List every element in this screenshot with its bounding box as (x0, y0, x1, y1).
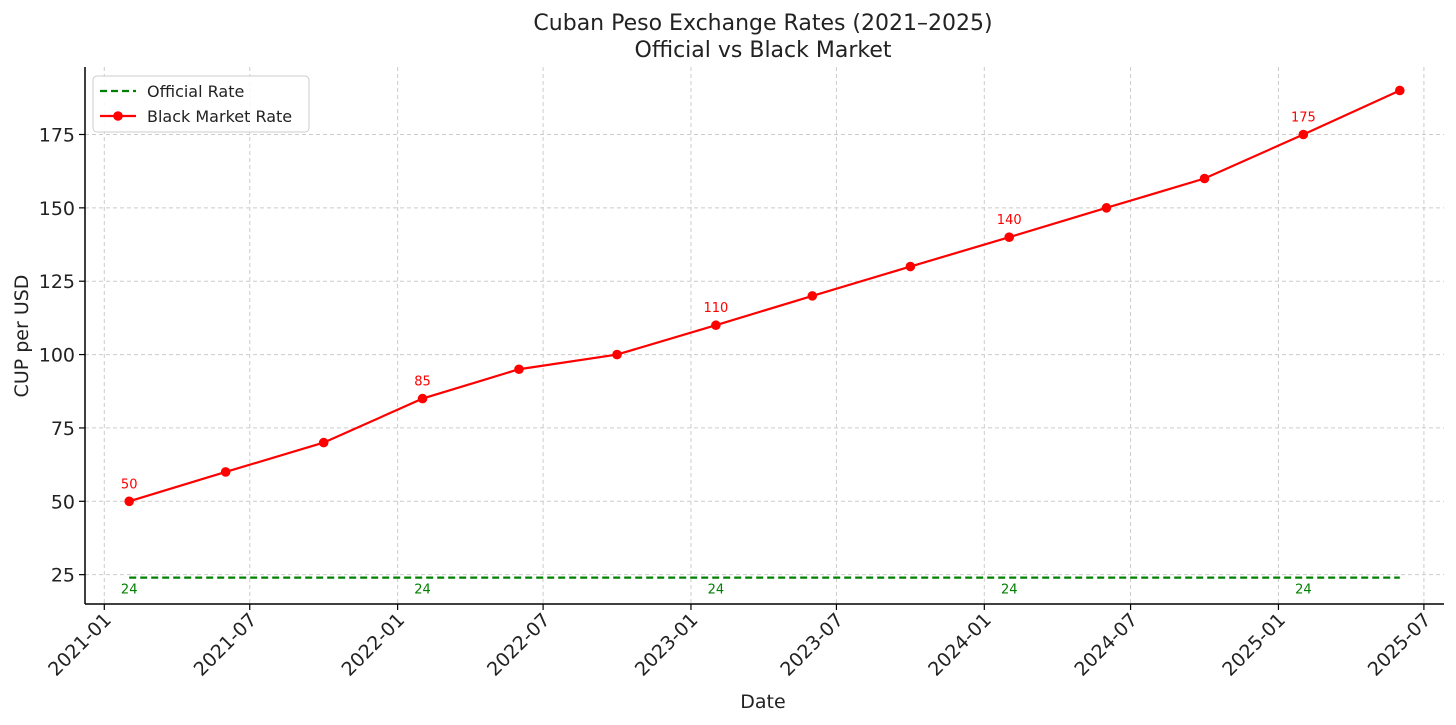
official-rate-data-label: 24 (414, 583, 431, 598)
x-tick-label: 2022-01 (337, 609, 409, 681)
x-tick-label: 2021-07 (190, 609, 262, 681)
grid-lines (85, 67, 1444, 604)
black-market-point (1101, 203, 1112, 213)
black-market-point (318, 437, 329, 448)
black-market-data-label: 175 (1291, 110, 1316, 125)
official-rate-data-label: 24 (708, 583, 725, 598)
black-market-data-label: 140 (997, 213, 1022, 228)
y-tick-label: 175 (39, 124, 75, 146)
black-market-point (417, 393, 428, 404)
x-tick-label: 2024-07 (1070, 609, 1142, 681)
legend-box (92, 75, 310, 133)
black-market-rate-line (128, 89, 1401, 503)
x-tick-label: 2024-01 (924, 609, 996, 681)
x-tick-label: 2025-07 (1364, 609, 1436, 681)
legend-black-market-marker (113, 111, 123, 121)
legend: Official Rate Black Market Rate (92, 75, 310, 133)
black-market-point (220, 467, 231, 477)
official-rate-data-label: 24 (1001, 583, 1018, 598)
black-market-point (1394, 85, 1405, 96)
x-axis-label: Date (740, 691, 785, 713)
y-tick-label: 75 (51, 418, 75, 440)
black-market-point (124, 496, 135, 507)
series-layer: 24 24 24 24 24 50 85 110 140 175 (121, 85, 1405, 598)
black-market-point (807, 291, 818, 301)
legend-entry-label: Black Market Rate (147, 107, 292, 126)
chart-subtitle: Official vs Black Market (635, 38, 892, 63)
x-tick-label: 2022-07 (483, 609, 555, 681)
y-tick-label: 125 (39, 271, 75, 293)
x-tick-label: 2023-01 (631, 609, 703, 681)
black-market-point (711, 320, 721, 331)
black-market-point (514, 364, 524, 375)
black-market-data-label: 50 (121, 477, 138, 492)
official-rate-data-label: 24 (121, 583, 138, 598)
black-market-data-label: 110 (703, 301, 728, 316)
black-market-point (905, 261, 916, 272)
y-tick-label: 50 (51, 491, 75, 513)
black-market-point (1298, 129, 1309, 140)
legend-entry-label: Official Rate (147, 82, 244, 101)
black-market-point (612, 349, 622, 360)
black-market-data-label: 85 (414, 375, 431, 390)
y-tick-label: 150 (39, 198, 75, 220)
y-tick-label: 25 (51, 565, 75, 587)
series-official-rate: 24 24 24 24 24 (121, 576, 1400, 598)
chart-title: Cuban Peso Exchange Rates (2021–2025) (533, 11, 992, 36)
y-tick-label: 100 (39, 345, 75, 367)
series-black-market-rate: 50 85 110 140 175 (121, 85, 1405, 507)
x-tick-label: 2023-07 (776, 609, 848, 681)
x-tick-label: 2021-01 (44, 609, 116, 681)
x-tick-label: 2025-01 (1218, 609, 1290, 681)
black-market-point (1004, 232, 1015, 242)
y-axis-label: CUP per USD (11, 275, 33, 398)
black-market-point (1199, 173, 1210, 184)
official-rate-data-label: 24 (1295, 583, 1312, 598)
